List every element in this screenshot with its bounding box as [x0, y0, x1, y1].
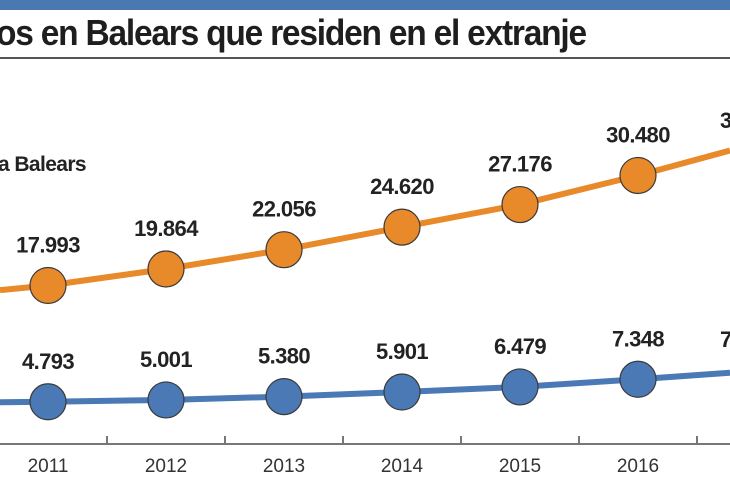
- data-label: 4.793: [22, 349, 74, 374]
- data-point: [29, 383, 67, 421]
- x-tick-label: 2014: [381, 456, 424, 477]
- data-point: [147, 250, 185, 288]
- data-label: 17.993: [16, 232, 80, 257]
- data-point: [619, 156, 657, 195]
- data-label: 27.176: [488, 152, 552, 177]
- data-point: [29, 266, 67, 305]
- legend-label: a Balears: [0, 153, 87, 176]
- data-point: [383, 208, 421, 246]
- data-point: [501, 185, 539, 224]
- chart-title: os en Balears que residen en el extranje: [0, 12, 587, 53]
- data-label: 6.479: [494, 334, 546, 359]
- x-tick-label: 2011: [28, 456, 69, 477]
- data-point: [265, 378, 303, 416]
- series-line-1: [0, 369, 730, 406]
- data-label: 5.380: [258, 344, 310, 369]
- data-label: 24.620: [370, 174, 434, 199]
- data-label: 7.348: [612, 326, 664, 351]
- data-label: 5.901: [376, 339, 428, 364]
- header-bar: [0, 0, 730, 10]
- data-label: 5.001: [140, 347, 192, 372]
- data-label-truncated: 32: [720, 108, 730, 133]
- x-tick-label: 2016: [617, 456, 659, 477]
- series-line-0: [0, 147, 730, 294]
- data-label: 22.056: [252, 197, 316, 222]
- data-label-truncated: 7: [720, 327, 730, 352]
- data-point: [501, 368, 539, 406]
- data-point: [619, 360, 657, 398]
- data-point: [265, 231, 303, 269]
- data-point: [383, 373, 421, 411]
- data-label: 30.480: [606, 122, 670, 147]
- data-point: [147, 381, 185, 419]
- x-tick-label: 2015: [499, 456, 541, 477]
- data-label: 19.864: [134, 216, 199, 241]
- x-tick-label: 2012: [145, 456, 187, 477]
- title-underline: [0, 57, 730, 59]
- x-tick-label: 2013: [263, 456, 305, 477]
